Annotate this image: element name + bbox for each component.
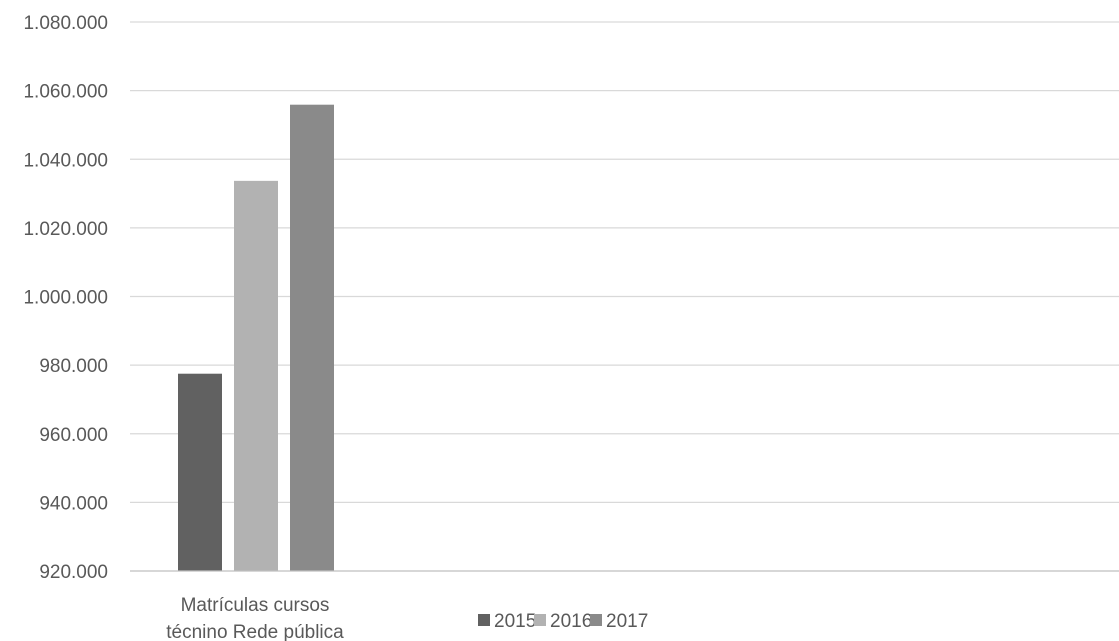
y-tick-label: 1.000.000: [23, 288, 108, 309]
legend-label: 2015: [494, 611, 536, 632]
legend: 2015 2016 2017: [478, 611, 648, 632]
y-tick-label: 940.000: [39, 493, 108, 514]
y-tick-label: 980.000: [39, 356, 108, 377]
y-tick-label: 920.000: [39, 562, 108, 583]
legend-label: 2017: [606, 611, 648, 632]
y-tick-label: 960.000: [39, 425, 108, 446]
legend-label: 2016: [550, 611, 592, 632]
bar-2016: [234, 180, 278, 571]
legend-item-2016: 2016: [534, 611, 592, 632]
bar-2015: [178, 373, 222, 571]
bars: [178, 104, 334, 572]
legend-swatch: [478, 614, 490, 626]
x-axis-category-label: Matrículas cursos técnino Rede pública: [166, 595, 344, 641]
y-axis-tick-labels: 920.000 940.000 960.000 980.000 1.000.000 1.0…: [23, 13, 108, 583]
y-tick-label: 1.020.000: [23, 219, 108, 240]
y-tick-label: 1.060.000: [23, 82, 108, 103]
legend-swatch: [590, 614, 602, 626]
category-label-line: Matrículas cursos: [181, 595, 330, 616]
category-label-line: técnino Rede pública: [166, 622, 344, 641]
legend-swatch: [534, 614, 546, 626]
gridlines: [130, 21, 1119, 504]
legend-item-2017: 2017: [590, 611, 648, 632]
y-tick-label: 1.080.000: [23, 13, 108, 34]
bar-2017: [290, 104, 334, 572]
y-tick-label: 1.040.000: [23, 150, 108, 171]
legend-item-2015: 2015: [478, 611, 536, 632]
